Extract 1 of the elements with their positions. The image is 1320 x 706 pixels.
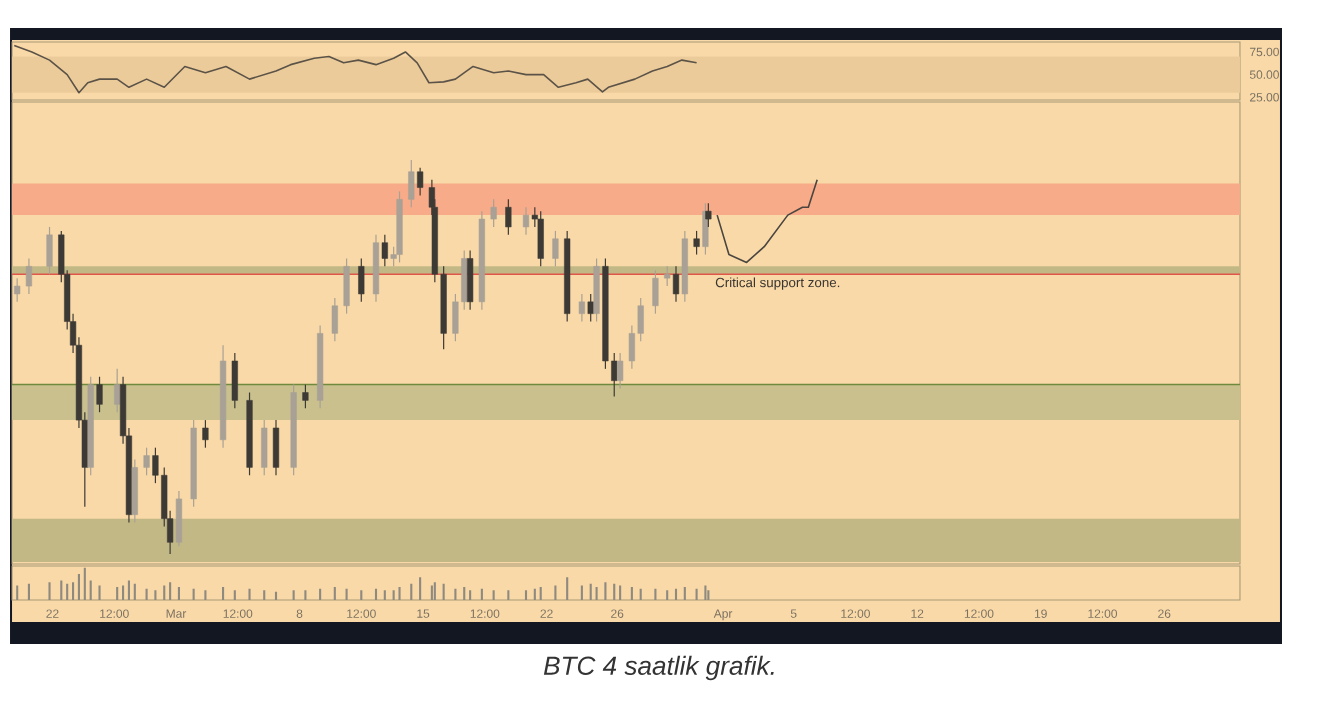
text: BTC 4 saatlik grafik.	[543, 655, 774, 681]
